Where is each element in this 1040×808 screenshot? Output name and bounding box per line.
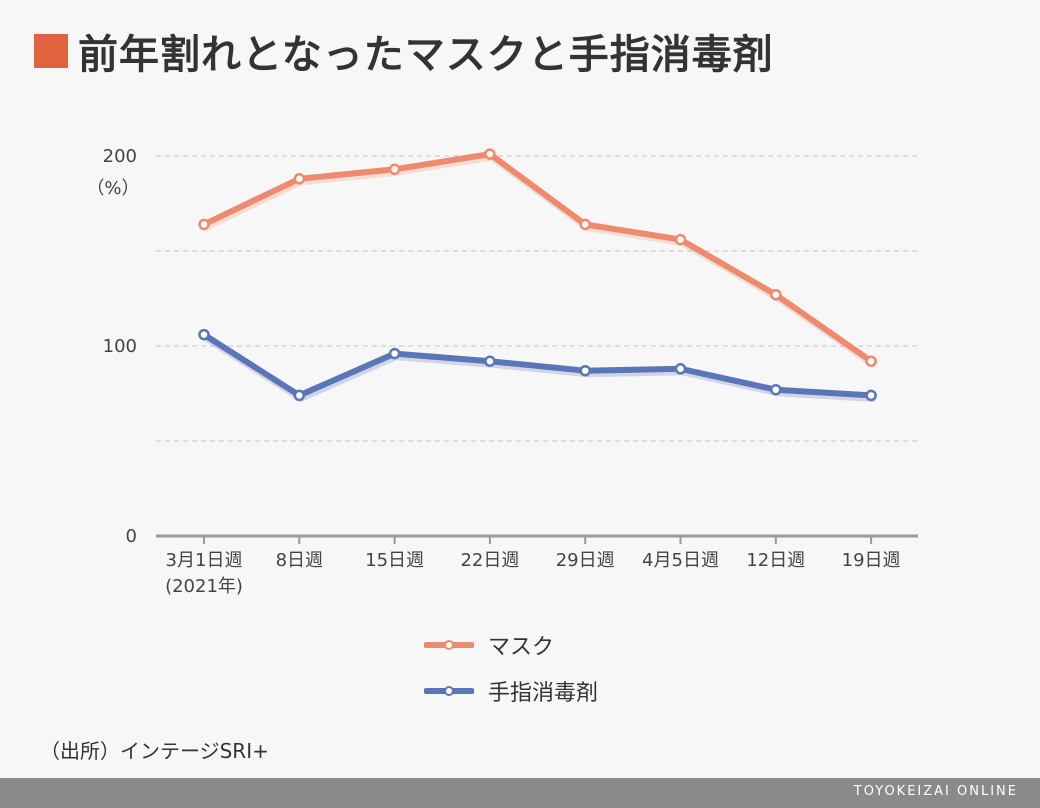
footer-bar: TOYOKEIZAI ONLINE xyxy=(0,778,1040,808)
chart-title: 前年割れとなったマスクと手指消毒剤 xyxy=(78,32,774,78)
data-point-mask xyxy=(198,218,210,231)
data-point-sanitizer xyxy=(484,355,496,367)
line-chart: 0 100 200 （%） 3月1日週 8日週 15日週 22日週 29日週 4月5日週 12日週 1… xyxy=(86,146,918,597)
x-tick-label: 15日週 xyxy=(365,550,424,571)
x-tick-label-note: (2021年) xyxy=(165,576,243,597)
y-tick-label: 0 xyxy=(126,526,137,547)
title-marker xyxy=(34,34,68,68)
x-tick-label: 19日週 xyxy=(842,550,901,571)
legend-swatch-mask xyxy=(423,634,475,656)
y-tick-label: 100 xyxy=(103,336,137,357)
data-point-sanitizer xyxy=(579,364,591,377)
x-tick-label: 3月1日週 xyxy=(166,550,243,571)
data-point-sanitizer xyxy=(865,389,877,402)
data-point-sanitizer xyxy=(770,383,782,396)
series-line-sanitizer xyxy=(201,331,875,399)
legend-item-mask: マスク xyxy=(423,622,598,668)
y-tick-label: 200 xyxy=(103,146,137,167)
series-line-mask xyxy=(201,151,875,365)
data-point-sanitizer xyxy=(388,347,401,360)
legend-swatch-sanitizer xyxy=(423,680,475,702)
data-point-mask xyxy=(865,355,877,367)
footer-brand: TOYOKEIZAI ONLINE xyxy=(853,784,1018,799)
legend-item-sanitizer: 手指消毒剤 xyxy=(423,668,599,714)
data-point-sanitizer xyxy=(198,328,210,341)
x-tick-label: 22日週 xyxy=(460,550,519,571)
data-point-mask xyxy=(293,173,306,185)
data-point-mask xyxy=(579,218,591,231)
data-point-mask xyxy=(770,288,782,301)
legend-label-sanitizer: 手指消毒剤 xyxy=(488,681,599,706)
title-area: 前年割れとなったマスクと手指消毒剤 xyxy=(34,22,774,80)
data-point-sanitizer xyxy=(293,389,306,402)
legend-label-mask: マスク xyxy=(488,635,555,660)
data-point-mask xyxy=(484,148,496,160)
legend: マスク 手指消毒剤 xyxy=(423,622,599,714)
source-note: （出所）インテージSRI+ xyxy=(40,739,269,763)
data-point-sanitizer xyxy=(674,363,687,375)
x-tick-label: 8日週 xyxy=(276,550,323,571)
data-point-mask xyxy=(388,163,401,176)
y-unit-label: （%） xyxy=(86,178,139,199)
x-tick-label: 29日週 xyxy=(556,550,615,571)
x-tick-label: 4月5日週 xyxy=(642,550,719,571)
x-tick-label: 12日週 xyxy=(746,550,805,571)
data-point-mask xyxy=(674,233,687,246)
